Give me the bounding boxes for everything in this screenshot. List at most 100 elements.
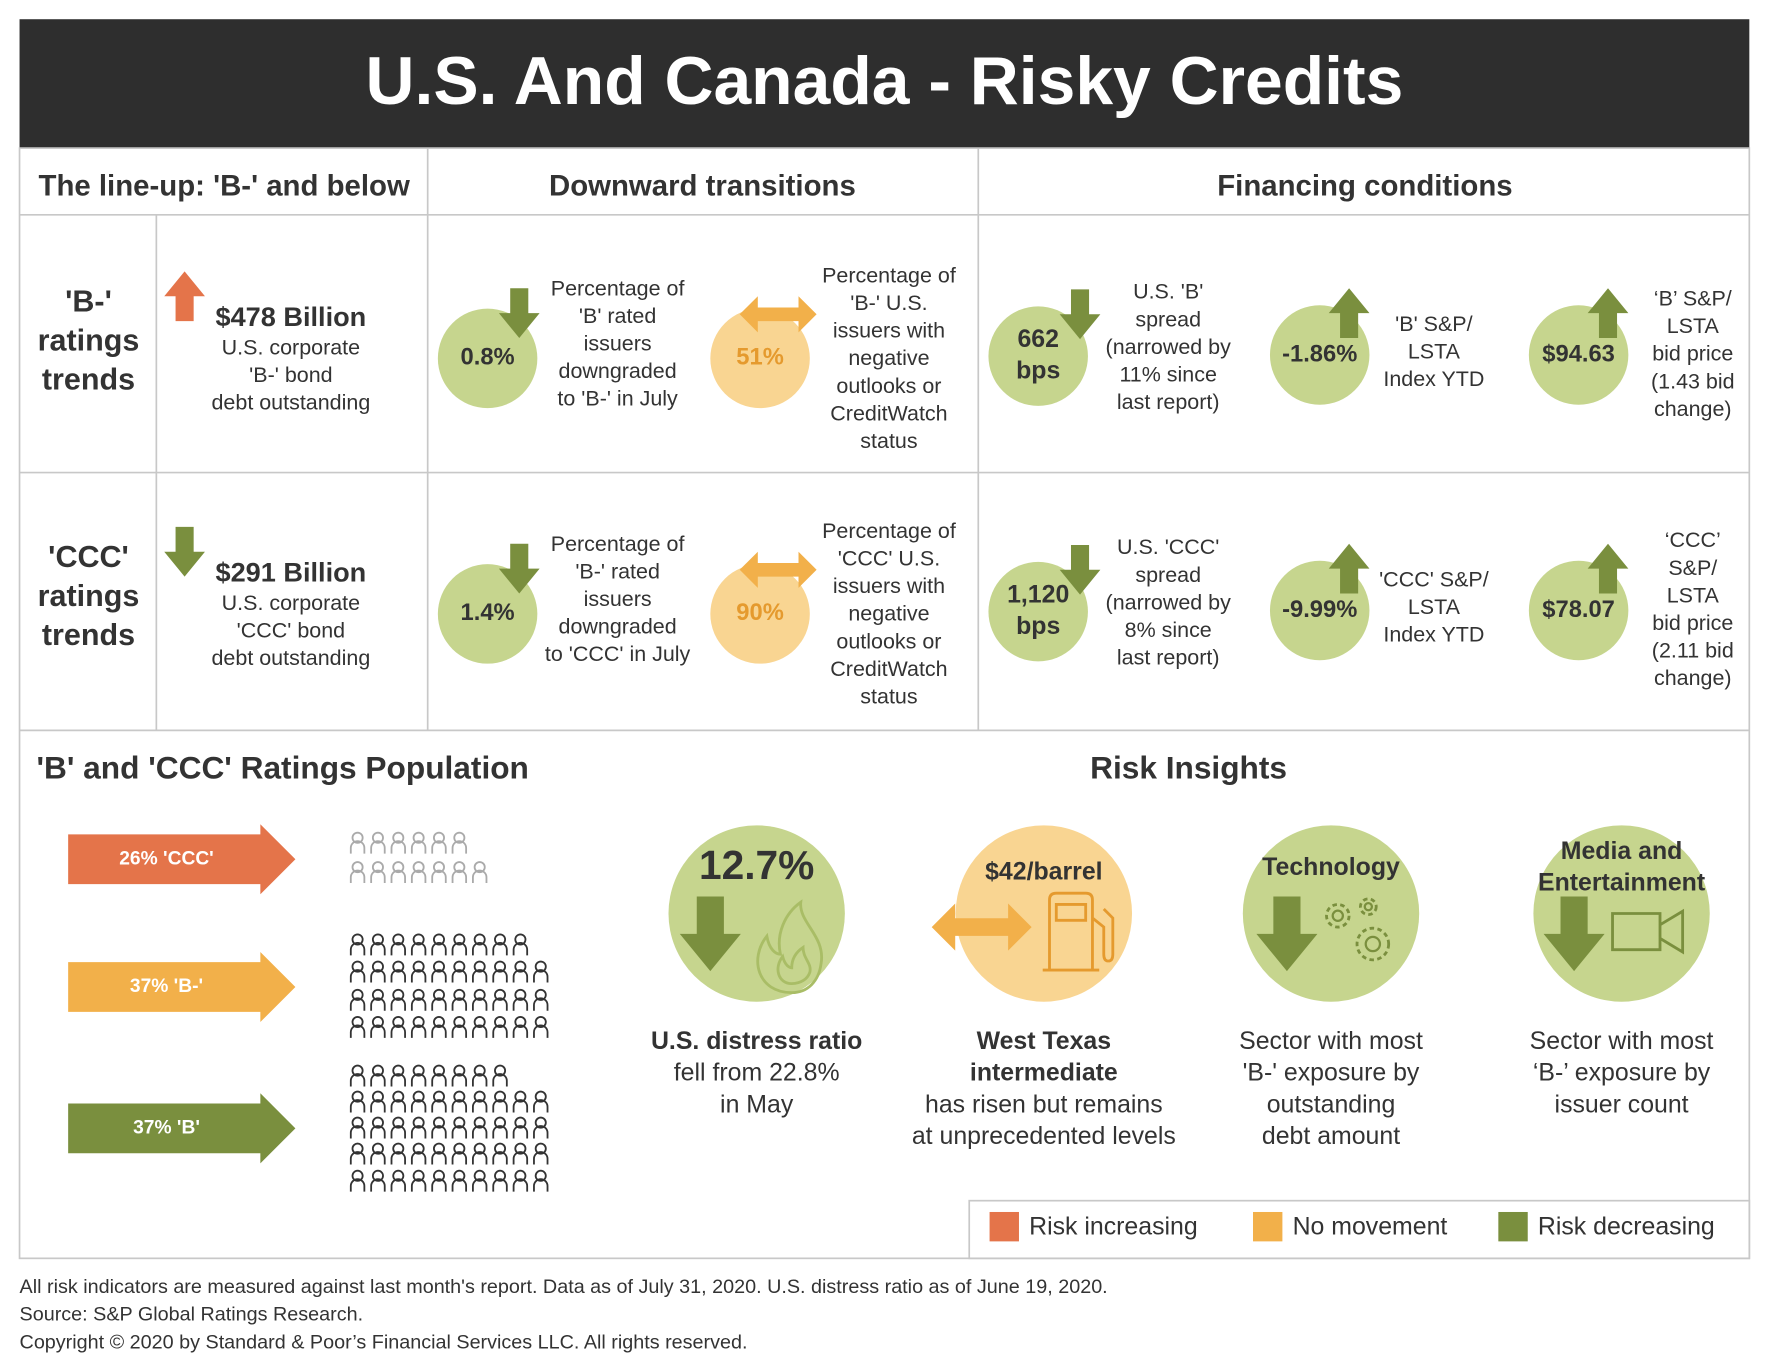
metric-description: S&P/ [1668, 556, 1717, 580]
person-icon [431, 861, 447, 884]
person-icon [512, 1142, 529, 1166]
person-icon [390, 1116, 406, 1140]
person-icon [451, 960, 468, 984]
person-icon [410, 1064, 427, 1088]
person-icon [492, 1016, 508, 1039]
group-label: 37% 'B' [133, 1117, 200, 1138]
metric-description: CreditWatch [830, 657, 947, 681]
insight-caption: issuer count [1555, 1090, 1689, 1118]
metric-description: issuers with [833, 574, 945, 598]
metric-description: issuers with [833, 319, 945, 343]
row-label: 'B-' [65, 285, 112, 319]
insight-badge: $42/barrel [985, 857, 1102, 885]
person-icon [370, 861, 386, 884]
person-icon [410, 1169, 427, 1193]
person-icon [349, 1090, 366, 1114]
insight-caption: intermediate [970, 1059, 1118, 1087]
insight-caption: debt amount [1262, 1122, 1400, 1150]
debt-description: U.S. corporate [222, 591, 360, 615]
metric-description: Index YTD [1383, 367, 1484, 391]
debt-description: debt outstanding [211, 646, 370, 670]
metric-description: LSTA [1667, 583, 1720, 607]
insight-caption: at unprecedented levels [912, 1122, 1176, 1150]
metric-value: 0.8% [461, 345, 515, 371]
person-icon [533, 1142, 549, 1166]
person-icon [370, 1064, 386, 1088]
row-label: trends [42, 618, 135, 652]
metric-description: change) [1654, 666, 1732, 690]
metric-description: (1.43 bid [1651, 369, 1735, 393]
arrow-icon [164, 526, 205, 577]
person-icon [471, 960, 488, 984]
legend-label: Risk increasing [1029, 1212, 1198, 1240]
metric-value: 1.4% [461, 600, 515, 626]
person-icon [533, 1169, 549, 1193]
metric-description: negative [848, 602, 929, 626]
person-icon [410, 1090, 427, 1114]
metric-circle [988, 306, 1088, 406]
footer-line: All risk indicators are measured against… [20, 1276, 1108, 1298]
gear-icon [1363, 902, 1374, 912]
insight-caption: fell from 22.8% [674, 1059, 840, 1087]
group-label: 37% 'B-' [130, 976, 203, 997]
debt-description: 'CCC' bond [237, 619, 345, 643]
metric-description: spread [1135, 563, 1201, 587]
metric-description: 'B-' rated [575, 559, 660, 583]
metric-description: last report) [1117, 646, 1220, 670]
person-icon [512, 933, 529, 957]
camera-icon [1611, 908, 1685, 955]
metric-description: to 'B-' in July [557, 387, 678, 411]
metric-description: last report) [1117, 390, 1220, 414]
person-icon [451, 861, 468, 884]
person-icon [410, 1142, 427, 1166]
person-icon [471, 933, 488, 957]
insight-caption: ‘B-’ exposure by [1533, 1059, 1711, 1087]
person-icon [471, 1116, 488, 1140]
person-icon [533, 960, 549, 984]
metric-description: 'CCC' U.S. [838, 547, 940, 571]
metric-description: spread [1135, 307, 1201, 331]
metric-value: 1,120 [1007, 580, 1069, 608]
insight-badge: 12.7% [699, 842, 814, 888]
metric-description: 8% since [1125, 618, 1212, 642]
title: U.S. And Canada - Risky Credits [366, 44, 1404, 119]
metric-circle [437, 564, 538, 664]
person-icon [512, 1169, 529, 1193]
person-icon [410, 861, 427, 884]
fuel-pump-icon [1042, 891, 1115, 972]
person-icon [431, 960, 447, 984]
metric-description: LSTA [1408, 595, 1461, 619]
person-icon [471, 988, 488, 1012]
metric-value: bps [1016, 612, 1060, 640]
person-icon [451, 1169, 468, 1193]
debt-description: debt outstanding [211, 391, 370, 415]
person-icon [370, 988, 386, 1012]
person-icon [512, 1090, 529, 1114]
metric-value: $94.63 [1542, 341, 1615, 367]
person-icon [471, 1169, 488, 1193]
metric-description: (narrowed by [1106, 590, 1232, 614]
metric-description: negative [848, 346, 929, 370]
metric-description: outlooks or [836, 374, 941, 398]
person-icon [451, 1016, 468, 1039]
insight-caption: outstanding [1267, 1090, 1396, 1118]
column-header: Financing conditions [1217, 169, 1512, 202]
metric-description: (2.11 bid [1652, 639, 1734, 663]
metric-description: Percentage of [822, 519, 956, 543]
person-icon [390, 861, 406, 884]
person-icon [471, 861, 488, 884]
insight-circle [955, 825, 1133, 1002]
metric-description: 'CCC' S&P/ [1379, 567, 1489, 591]
person-icon [451, 933, 468, 957]
footer-line: Source: S&P Global Ratings Research. [20, 1304, 364, 1326]
metric-circle [437, 308, 538, 409]
group-arrow [68, 824, 296, 895]
person-icon [492, 1064, 508, 1088]
metric-value: -1.86% [1282, 341, 1357, 367]
gear-icon [1355, 926, 1391, 962]
metric-description: (narrowed by [1106, 335, 1232, 359]
person-icon [492, 1169, 508, 1193]
person-icon [431, 831, 447, 855]
row-label: ratings [38, 324, 140, 358]
metric-description: outlooks or [836, 629, 941, 653]
